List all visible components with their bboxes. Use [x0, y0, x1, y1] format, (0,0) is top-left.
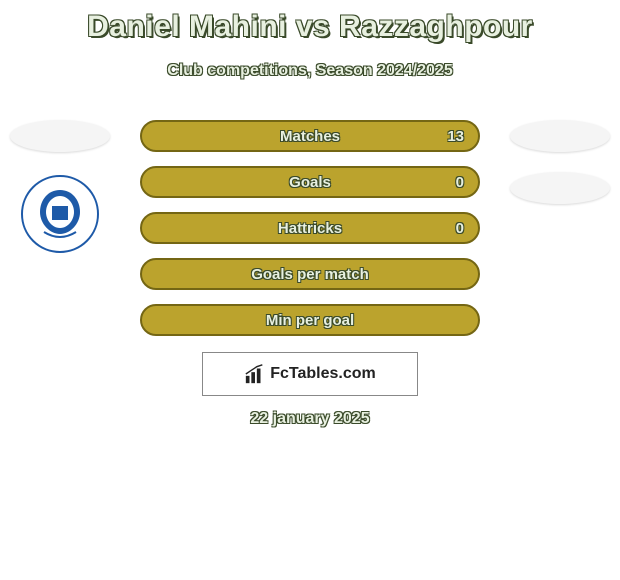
page-title: Daniel Mahini vs Razzaghpour — [0, 0, 620, 44]
stat-label: Goals per match — [251, 266, 369, 283]
chart-bars-icon — [244, 363, 266, 385]
right-column — [510, 120, 610, 224]
brand-box[interactable]: FcTables.com — [202, 352, 418, 396]
left-column — [10, 120, 110, 256]
stats-pills: Matches 13 Goals 0 Hattricks 0 Goals per… — [140, 120, 480, 350]
date-text: 22 january 2025 — [250, 410, 369, 428]
stat-label: Matches — [280, 128, 340, 145]
right-player-ellipse-2 — [510, 172, 610, 204]
stat-label: Hattricks — [278, 220, 342, 237]
left-team-logo — [18, 172, 102, 256]
left-player-ellipse — [10, 120, 110, 152]
stat-pill-hattricks: Hattricks 0 — [140, 212, 480, 244]
right-player-ellipse-1 — [510, 120, 610, 152]
stat-value: 0 — [456, 220, 464, 237]
stat-pill-matches: Matches 13 — [140, 120, 480, 152]
stat-label: Goals — [289, 174, 331, 191]
stat-pill-goals-per-match: Goals per match — [140, 258, 480, 290]
team-crest-icon — [18, 172, 102, 256]
stat-value: 13 — [447, 128, 464, 145]
stat-pill-goals: Goals 0 — [140, 166, 480, 198]
infographic-container: Daniel Mahini vs Razzaghpour Club compet… — [0, 0, 620, 580]
stat-pill-min-per-goal: Min per goal — [140, 304, 480, 336]
page-subtitle: Club competitions, Season 2024/2025 — [0, 62, 620, 80]
stat-label: Min per goal — [266, 312, 354, 329]
stat-value: 0 — [456, 174, 464, 191]
brand-text: FcTables.com — [270, 365, 376, 383]
